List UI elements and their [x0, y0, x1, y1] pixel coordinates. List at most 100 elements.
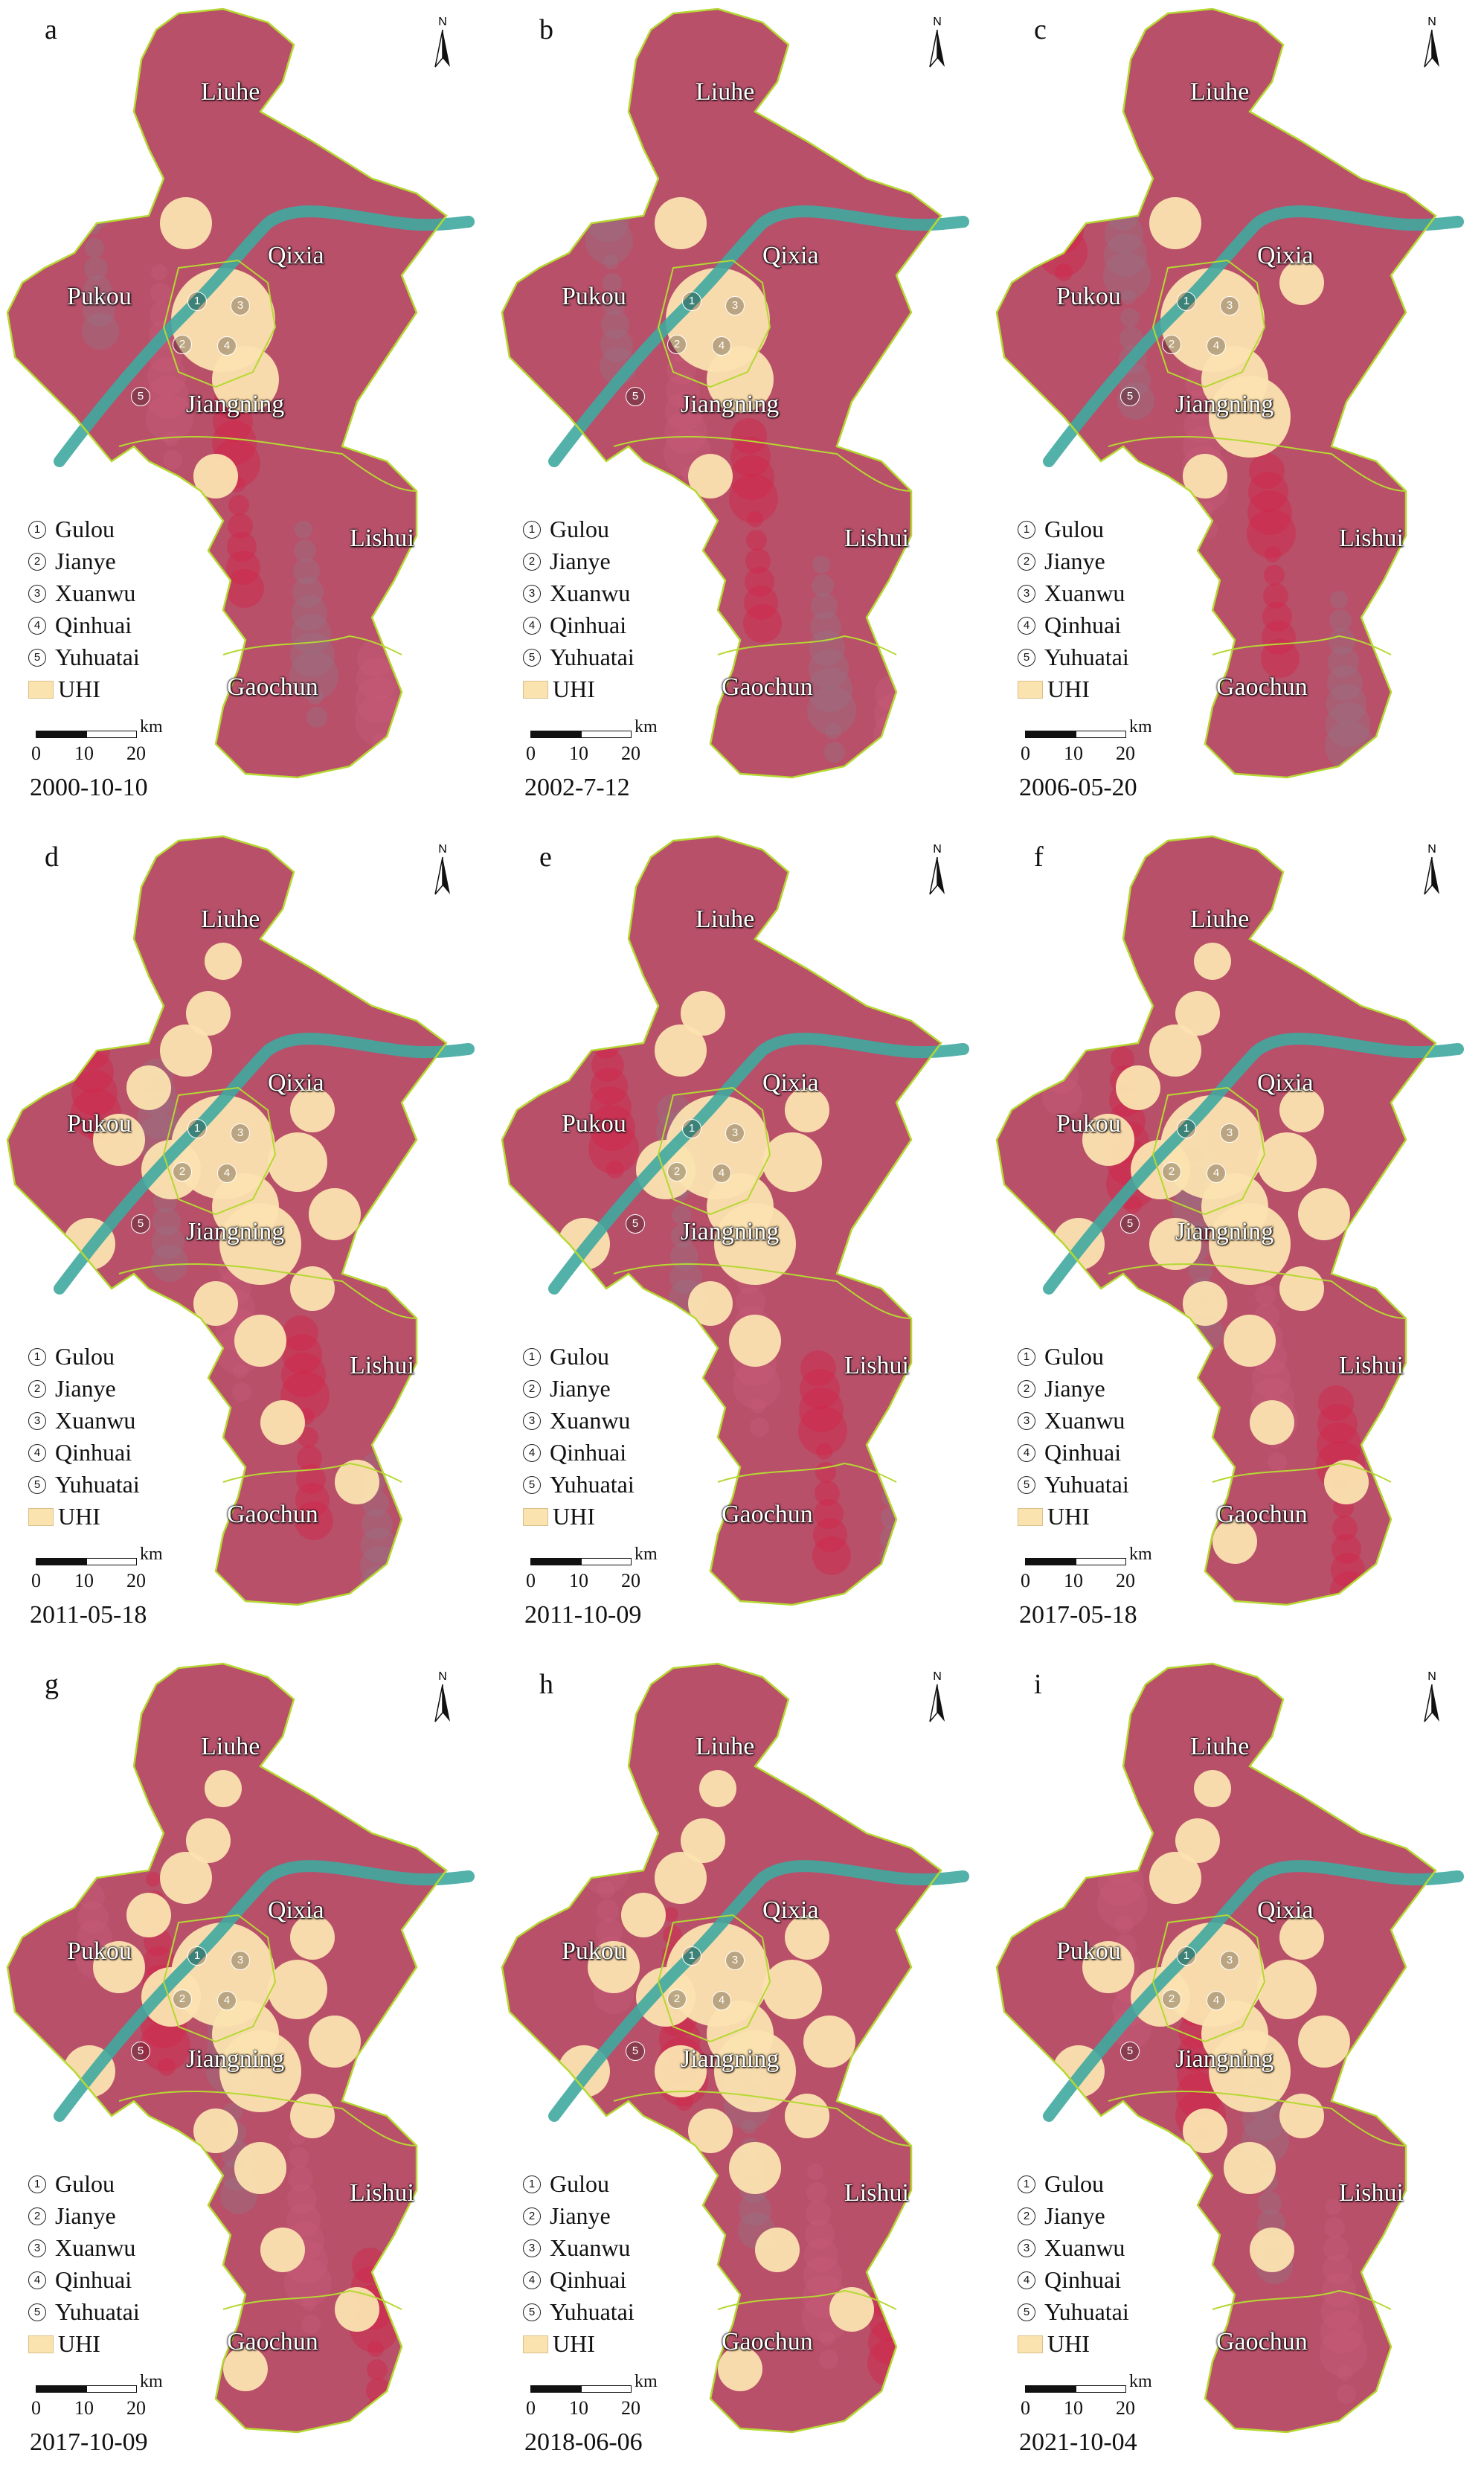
vegetation-texture — [1328, 647, 1359, 678]
uhi-swatch — [28, 2335, 54, 2353]
vegetation-texture — [372, 751, 394, 774]
uhi-swatch — [1018, 2335, 1043, 2353]
district-boundary — [162, 1914, 277, 2043]
legend-item: 1 Gulou — [28, 513, 140, 545]
vegetation-texture — [70, 126, 104, 161]
vegetation-texture — [287, 2184, 317, 2214]
district-boundary — [1151, 1086, 1266, 1216]
vegetation-texture — [1399, 1752, 1436, 1791]
vegetation-texture — [1049, 1890, 1070, 1911]
district-boundary — [1108, 436, 1407, 492]
legend-item: 5 Yuhuatai — [28, 641, 140, 673]
vegetation-texture — [77, 1902, 109, 1933]
district-marker: 2 — [173, 1989, 192, 2009]
vegetation-texture — [1330, 591, 1348, 609]
lake-gucheng — [699, 1597, 718, 1605]
place-label-gaochun: Gaochun — [1216, 2328, 1308, 2356]
vegetation-texture — [591, 1049, 624, 1082]
scale-segment — [1025, 1558, 1076, 1565]
district-marker: 1 — [187, 1119, 207, 1138]
vegetation-texture — [1032, 1815, 1077, 1860]
vegetation-texture — [7, 26, 26, 45]
vegetation-texture — [14, 1801, 30, 1818]
scale-tick: 10 — [569, 2397, 588, 2419]
uhi-patch — [1175, 991, 1220, 1036]
uhi-patch — [1149, 1024, 1201, 1077]
map-panel-g: g N Liuhe Qixia Pukou Jiangning Lishui Gaochu… — [0, 1655, 495, 2482]
district-marker: 3 — [1220, 296, 1239, 315]
vegetation-texture — [426, 1572, 446, 1605]
vegetation-texture — [519, 1669, 537, 1687]
vegetation-texture — [212, 420, 257, 465]
district-marker: 5 — [1120, 387, 1140, 406]
district-number: 5 — [28, 648, 46, 667]
district-marker: 4 — [1207, 336, 1226, 356]
vegetation-texture — [597, 1881, 615, 1899]
map-panel-d: d N Liuhe Qixia Pukou Jiangning Lishui Gaochu… — [0, 827, 495, 1655]
district-number: 5 — [28, 1475, 46, 1494]
scale-tick: 0 — [1021, 1570, 1030, 1591]
uhi-patch — [219, 1203, 301, 1285]
vegetation-texture — [878, 1562, 914, 1598]
district-marker: 5 — [131, 387, 150, 406]
district-marker: 1 — [187, 1946, 207, 1966]
north-arrow-icon: N — [922, 841, 952, 900]
lake-gucheng — [205, 2425, 223, 2432]
uhi-patch — [290, 2094, 335, 2138]
district-marker: 4 — [712, 1991, 731, 2010]
vegetation-texture — [803, 2257, 842, 2295]
satellite-map — [995, 1662, 1464, 2434]
district-marker: 2 — [667, 335, 687, 354]
vegetation-texture — [295, 521, 312, 539]
vegetation-texture — [799, 1388, 844, 1432]
vegetation-texture — [7, 156, 52, 207]
vegetation-texture — [890, 16, 908, 34]
north-arrow-icon: N — [428, 13, 457, 73]
yangtze-river — [54, 1860, 475, 2122]
uhi-patch — [160, 1852, 212, 1904]
uhi-patch — [1082, 1114, 1134, 1166]
vegetation-texture — [295, 1483, 330, 1517]
vegetation-texture — [520, 173, 566, 219]
scale-bar: km 0 10 20 — [523, 1545, 664, 1601]
vegetation-texture — [1411, 958, 1432, 978]
uhi-patch — [636, 1140, 696, 1199]
vegetation-texture — [528, 949, 546, 966]
scale-segment — [1076, 731, 1126, 738]
vegetation-texture — [1321, 2292, 1360, 2330]
scale-bar: km 0 10 20 — [1018, 717, 1159, 774]
uhi-patch — [1183, 1281, 1227, 1326]
vegetation-texture — [85, 238, 104, 257]
district-number: 2 — [523, 1379, 541, 1398]
scale-bar: km 0 10 20 — [1018, 1545, 1159, 1601]
uhi-patch — [141, 1967, 201, 2027]
uhi-patch — [193, 2109, 238, 2153]
district-label: Gulou — [55, 2170, 115, 2197]
panel-letter: f — [1034, 841, 1044, 873]
vegetation-texture — [739, 2193, 771, 2226]
district-number: 2 — [28, 1379, 46, 1398]
district-boundary — [1151, 1914, 1266, 2043]
vegetation-texture — [606, 1161, 624, 1179]
scale-segment — [1025, 731, 1076, 738]
scale-segment — [530, 731, 581, 738]
legend-item: 1 Gulou — [28, 2168, 140, 2200]
vegetation-texture — [147, 376, 190, 419]
vegetation-texture — [282, 1334, 322, 1374]
legend: 1 Gulou 2 Jianye 3 Xuanwu 4 Qinhuai 5 Yuhuatai UHI — [1018, 2168, 1129, 2360]
district-boundary — [162, 1086, 277, 1216]
vegetation-texture — [1323, 2236, 1349, 2261]
vegetation-texture — [7, 119, 45, 161]
uhi-patch — [268, 1960, 327, 2019]
place-label-gaochun: Gaochun — [227, 1501, 318, 1528]
scale-segment — [36, 731, 86, 738]
vegetation-texture — [750, 1417, 769, 1437]
place-label-liuhe: Liuhe — [696, 78, 755, 106]
uhi-patch — [718, 2347, 762, 2391]
vegetation-texture — [806, 2182, 827, 2203]
district-number: 3 — [523, 2239, 541, 2257]
vegetation-texture — [1337, 2366, 1352, 2381]
vegetation-texture — [1317, 1404, 1358, 1444]
legend-item-uhi: UHI — [523, 673, 635, 705]
vegetation-texture — [525, 1023, 561, 1059]
